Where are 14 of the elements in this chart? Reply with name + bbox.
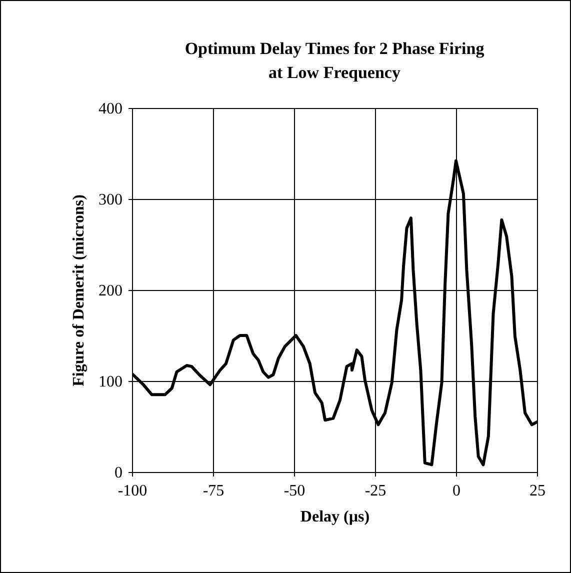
y-tick-label: 100: [98, 374, 122, 390]
y-tick-label: 400: [98, 100, 122, 118]
y-tick-label: 0: [114, 464, 122, 482]
x-tick-label: 0: [452, 482, 460, 500]
y-tick-label: 300: [98, 192, 122, 208]
x-tick-label: 25: [530, 482, 546, 500]
x-tick-label: -25: [364, 482, 386, 500]
x-tick-label: -100: [118, 482, 148, 500]
x-axis-title: Delay (µs): [300, 508, 370, 526]
y-axis-title: Figure of Demerit (microns): [70, 194, 88, 386]
y-tick-label: 200: [98, 282, 122, 300]
x-tick-label: -50: [284, 482, 306, 500]
x-tick-label: -75: [202, 482, 224, 500]
chart-title: Optimum Delay Times for 2 Phase Firing at Low Frequency: [184, 39, 485, 82]
